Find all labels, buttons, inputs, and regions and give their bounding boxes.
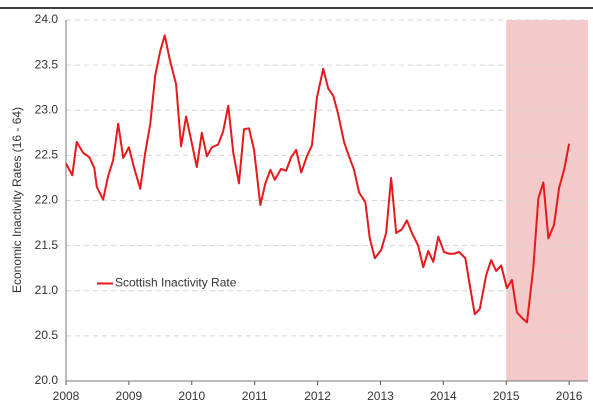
x-tick-label: 2016 [556,389,583,403]
x-tick-label: 2014 [430,389,457,403]
y-tick-label: 23.5 [35,57,59,71]
x-tick-label: 2009 [116,389,143,403]
x-tick-label: 2008 [53,389,80,403]
line-series [65,34,571,324]
legend-label: Scottish Inactivity Rate [115,276,237,290]
y-tick-label: 22.5 [35,148,59,162]
x-tick-label: 2010 [178,389,205,403]
x-tick-label: 2012 [304,389,331,403]
y-tick-label: 21.5 [35,238,59,252]
y-axis-label: Economic Inactivity Rates (16 - 64) [10,107,24,293]
x-tick-label: 2013 [367,389,394,403]
y-tick-label: 20.0 [35,373,59,387]
y-tick-label: 22.0 [35,193,59,207]
y-tick-label: 23.0 [35,102,59,116]
y-tick-label: 24.0 [35,12,59,26]
y-tick-label: 21.0 [35,283,59,297]
x-tick-label: 2011 [242,389,268,403]
x-tick-label: 2015 [493,389,520,403]
y-tick-label: 20.5 [35,328,59,342]
